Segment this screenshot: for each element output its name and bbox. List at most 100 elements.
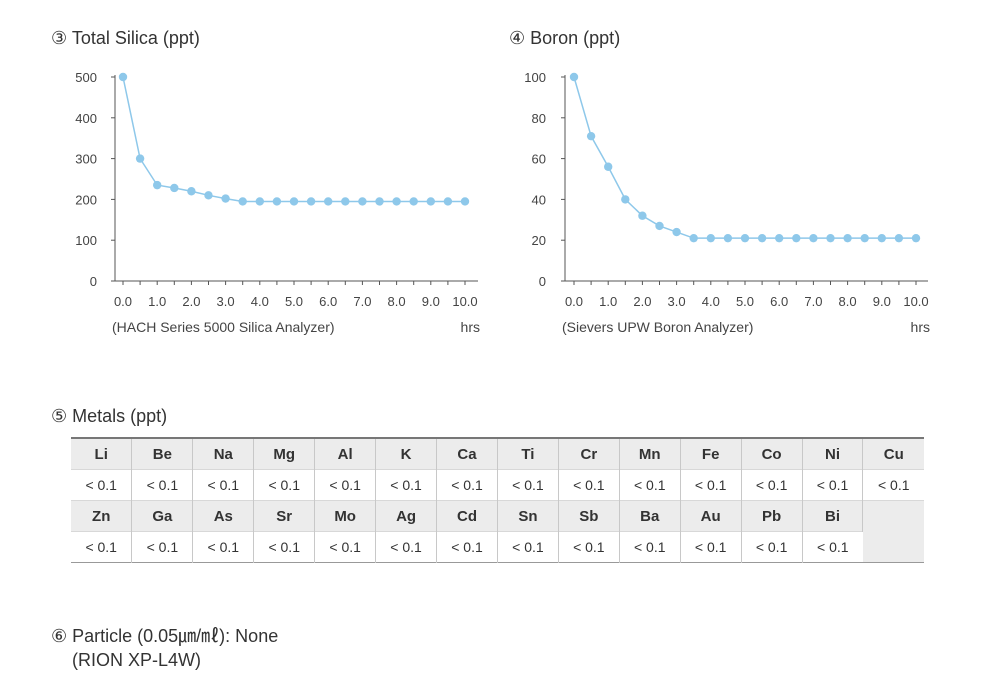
x-tick-label: 3.0 [217, 294, 235, 309]
metal-value-cell: < 0.1 [131, 531, 194, 563]
particle-instrument: (RION XP-L4W) [72, 650, 202, 670]
metal-value-row: < 0.1 < 0.1 < 0.1 < 0.1 < 0.1 < 0.1 < 0.1 < 0.1… [71, 531, 924, 563]
y-tick-label: 60 [532, 152, 546, 167]
silica-data-point [255, 197, 264, 206]
silica-data-point [306, 197, 316, 206]
boron-data-point [809, 233, 818, 243]
metal-value-cell: < 0.1 [802, 469, 864, 501]
boron-data-point [757, 233, 767, 243]
metal-value-cell: < 0.1 [192, 469, 255, 501]
metal-value-cell: < 0.1 [741, 531, 803, 563]
silica-chart-title: ③ Total Silica (ppt) [51, 28, 200, 48]
boron-data-point [843, 233, 852, 243]
boron-data-point [894, 233, 904, 243]
x-tick-label: 10.0 [903, 294, 928, 309]
x-tick-label: 2.0 [182, 294, 200, 309]
metal-symbol-cell: Pb [741, 500, 803, 532]
silica-data-point [341, 197, 350, 206]
metal-value-cell: < 0.1 [253, 531, 316, 563]
metal-value-row: < 0.1 < 0.1 < 0.1 < 0.1 < 0.1 < 0.1 < 0.1 < 0.1… [71, 469, 924, 501]
metal-symbol-row: Li Be Na Mg Al K Ca Ti Cr Mn Fe Co Ni Cu [71, 437, 924, 470]
y-tick-label: 20 [532, 233, 546, 248]
boron-data-point [911, 233, 921, 243]
metal-value-cell: < 0.1 [680, 469, 742, 501]
metal-symbol-cell: Mo [314, 500, 377, 532]
metal-symbol-cell: Mg [253, 437, 316, 470]
silica-data-point [409, 197, 418, 206]
particle-title: ⑥ Particle (0.05㎛/㎖): None [51, 626, 279, 646]
y-tick-label: 80 [532, 111, 546, 126]
metal-symbol-cell: Ti [497, 437, 559, 470]
silica-caption: (HACH Series 5000 Silica Analyzer) [112, 319, 335, 335]
metal-value-cell: < 0.1 [71, 469, 133, 501]
silica-data-point [392, 197, 401, 206]
silica-data-point [289, 197, 299, 206]
y-tick-label: 100 [524, 70, 546, 85]
boron-data-point [672, 227, 681, 237]
metal-value-cell: < 0.1 [436, 469, 498, 501]
silica-data-point [118, 72, 128, 82]
metal-value-cell: < 0.1 [314, 469, 377, 501]
x-tick-label: 2.0 [633, 294, 651, 309]
silica-data-point [443, 197, 453, 206]
silica-x-unit: hrs [461, 319, 480, 335]
metal-symbol-cell: Li [71, 437, 133, 470]
silica-chart: 0 100 200 300 400 500 0.0 1.0 2.0 3.0 4.0 5.0 6.0 7.0… [75, 70, 480, 335]
y-tick-label: 40 [532, 192, 546, 207]
metal-symbol-cell: Na [192, 437, 255, 470]
metal-value-cell: < 0.1 [71, 531, 133, 563]
x-tick-label: 6.0 [770, 294, 788, 309]
metal-symbol-cell: Be [131, 437, 194, 470]
metal-value-cell: < 0.1 [314, 531, 377, 563]
metal-symbol-cell: Ag [375, 500, 438, 532]
y-tick-label: 0 [539, 274, 546, 289]
metal-symbol-cell: Sr [253, 500, 316, 532]
silica-data-point [426, 197, 435, 206]
silica-data-point [358, 197, 367, 206]
silica-data-point [460, 197, 470, 206]
boron-chart-title: ④ Boron (ppt) [509, 28, 621, 48]
metal-symbol-cell: Zn [71, 500, 133, 532]
metal-symbol-cell: Ni [802, 437, 864, 470]
x-tick-label: 9.0 [873, 294, 891, 309]
boron-data-point [877, 233, 886, 243]
metal-symbol-cell: K [375, 437, 438, 470]
metal-symbol-cell: Co [741, 437, 803, 470]
silica-series-line [122, 76, 465, 203]
boron-data-point [569, 72, 579, 82]
empty-cell [862, 500, 924, 563]
boron-caption: (Sievers UPW Boron Analyzer) [562, 319, 753, 335]
boron-data-point [655, 221, 664, 231]
silica-data-point [272, 197, 282, 206]
y-tick-label: 0 [90, 274, 97, 289]
boron-data-point [775, 233, 784, 243]
x-tick-label: 7.0 [804, 294, 822, 309]
y-tick-label: 200 [75, 192, 97, 207]
silica-data-point [375, 197, 384, 206]
metal-symbol-cell: As [192, 500, 255, 532]
silica-data-point [135, 154, 145, 163]
boron-series-line [573, 76, 916, 239]
metal-symbol-cell: Au [680, 500, 742, 532]
boron-data-point [604, 162, 613, 171]
x-tick-label: 7.0 [353, 294, 371, 309]
boron-chart: 0 20 40 60 80 100 0.0 1.0 2.0 3.0 4.0 5.0 6.0 7.0 8.0 9… [524, 70, 930, 335]
metal-symbol-row: Zn Ga As Sr Mo Ag Cd Sn Sb Ba Au Pb Bi [71, 500, 924, 563]
metal-symbol-cell: Al [314, 437, 377, 470]
x-tick-label: 8.0 [388, 294, 406, 309]
silica-data-point [324, 197, 333, 206]
metal-symbol-cell: Bi [802, 500, 864, 532]
metal-value-cell: < 0.1 [192, 531, 255, 563]
metals-table: Li Be Na Mg Al K Ca Ti Cr Mn Fe Co Ni Cu < 0.1 < 0.1 < 0… [71, 437, 924, 563]
metal-symbol-cell: Ga [131, 500, 194, 532]
x-tick-label: 5.0 [285, 294, 303, 309]
boron-data-point [792, 233, 801, 243]
metal-value-cell: < 0.1 [497, 469, 559, 501]
metal-value-cell: < 0.1 [802, 531, 863, 563]
metal-value-cell: < 0.1 [375, 531, 438, 563]
metal-value-cell: < 0.1 [862, 469, 924, 501]
boron-data-point [638, 211, 647, 220]
metal-value-cell: < 0.1 [436, 531, 498, 563]
x-tick-label: 4.0 [702, 294, 720, 309]
